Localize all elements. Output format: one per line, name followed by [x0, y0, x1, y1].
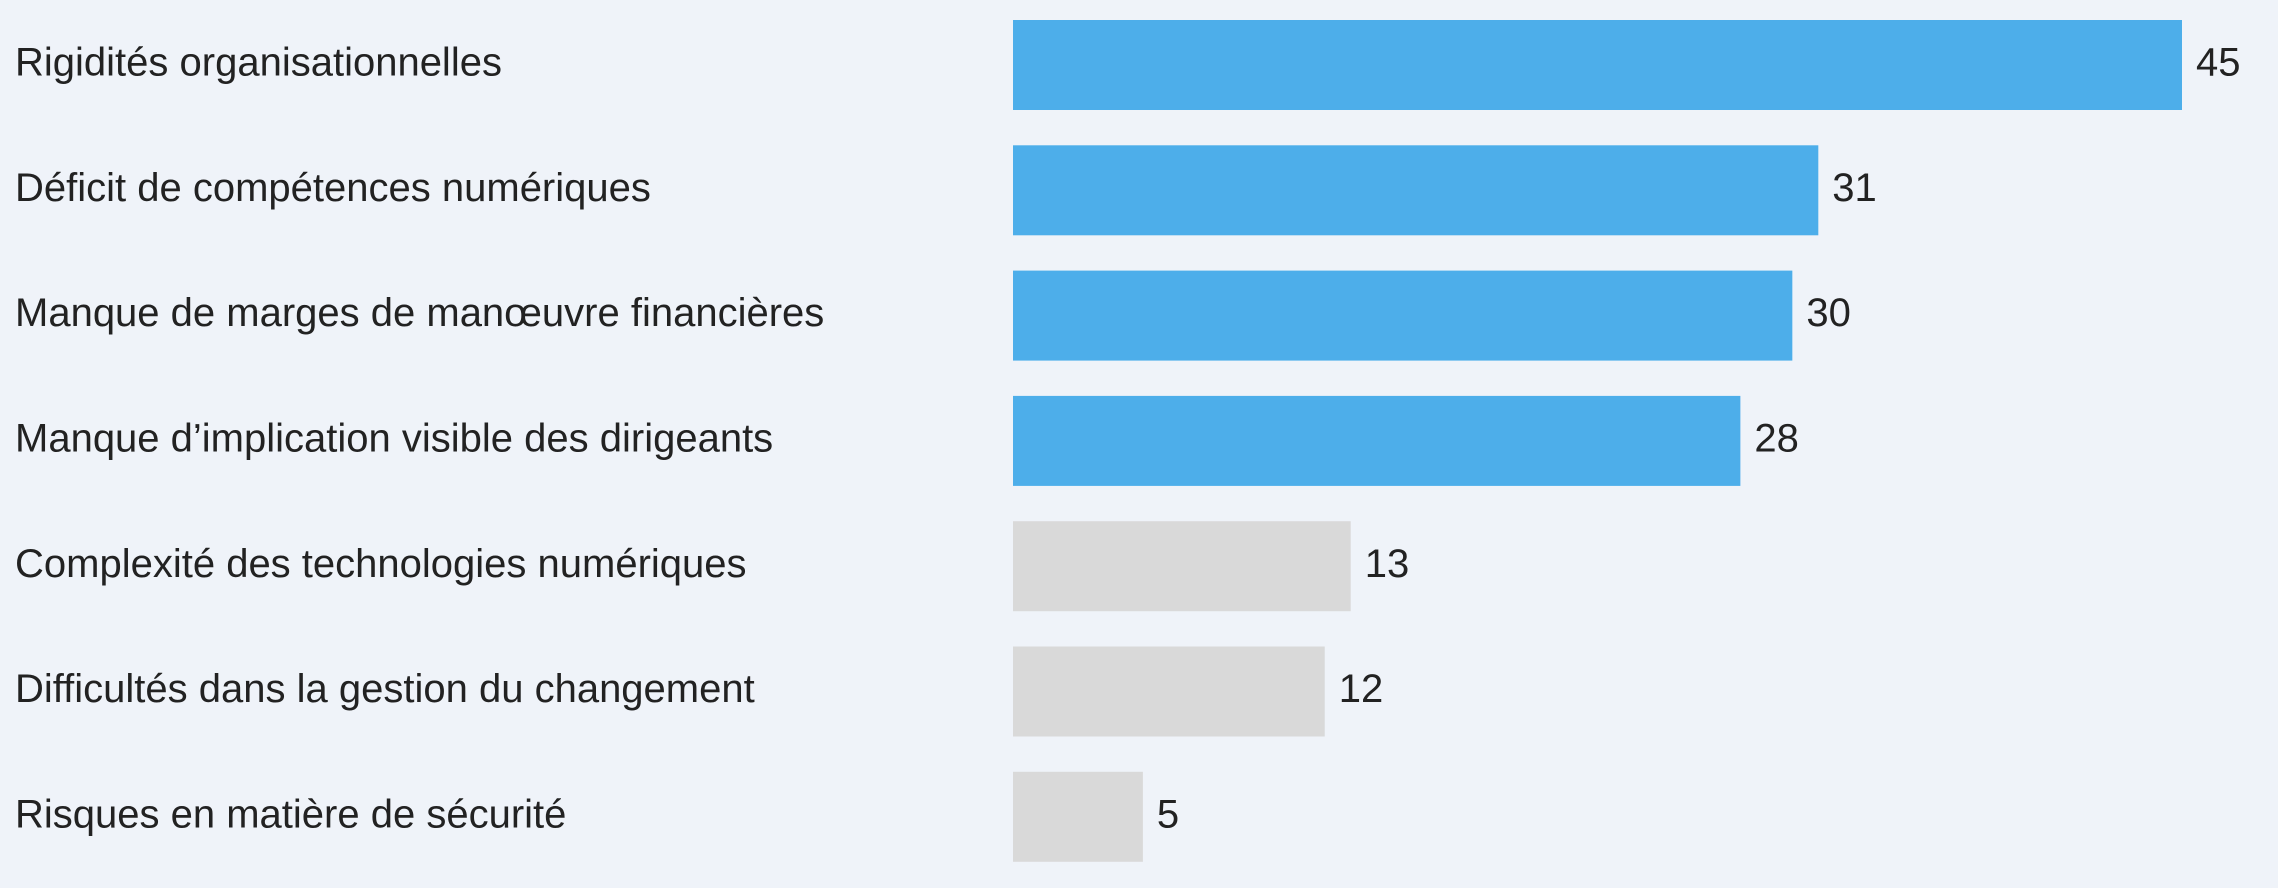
bar — [1013, 20, 2182, 110]
category-label: Manque de marges de manœuvre financières — [15, 291, 824, 335]
value-label: 31 — [1832, 166, 1877, 210]
value-label: 30 — [1806, 291, 1851, 335]
category-label: Manque d’implication visible des dirigea… — [15, 416, 773, 460]
value-label: 45 — [2196, 41, 2241, 85]
bar — [1013, 646, 1325, 737]
category-label: Complexité des technologies numériques — [15, 542, 747, 586]
category-label: Rigidités organisationnelles — [15, 41, 502, 85]
bar — [1013, 771, 1143, 862]
bar — [1013, 270, 1793, 361]
value-label: 13 — [1365, 542, 1410, 586]
category-label: Risques en matière de sécurité — [15, 792, 566, 836]
bar — [1013, 395, 1741, 486]
category-label: Difficultés dans la gestion du changemen… — [15, 667, 755, 711]
value-label: 5 — [1157, 792, 1179, 836]
value-label: 28 — [1754, 416, 1799, 460]
bar — [1013, 145, 1819, 236]
bar — [1013, 521, 1351, 612]
category-label: Déficit de compétences numériques — [15, 166, 651, 210]
value-label: 12 — [1339, 667, 1384, 711]
